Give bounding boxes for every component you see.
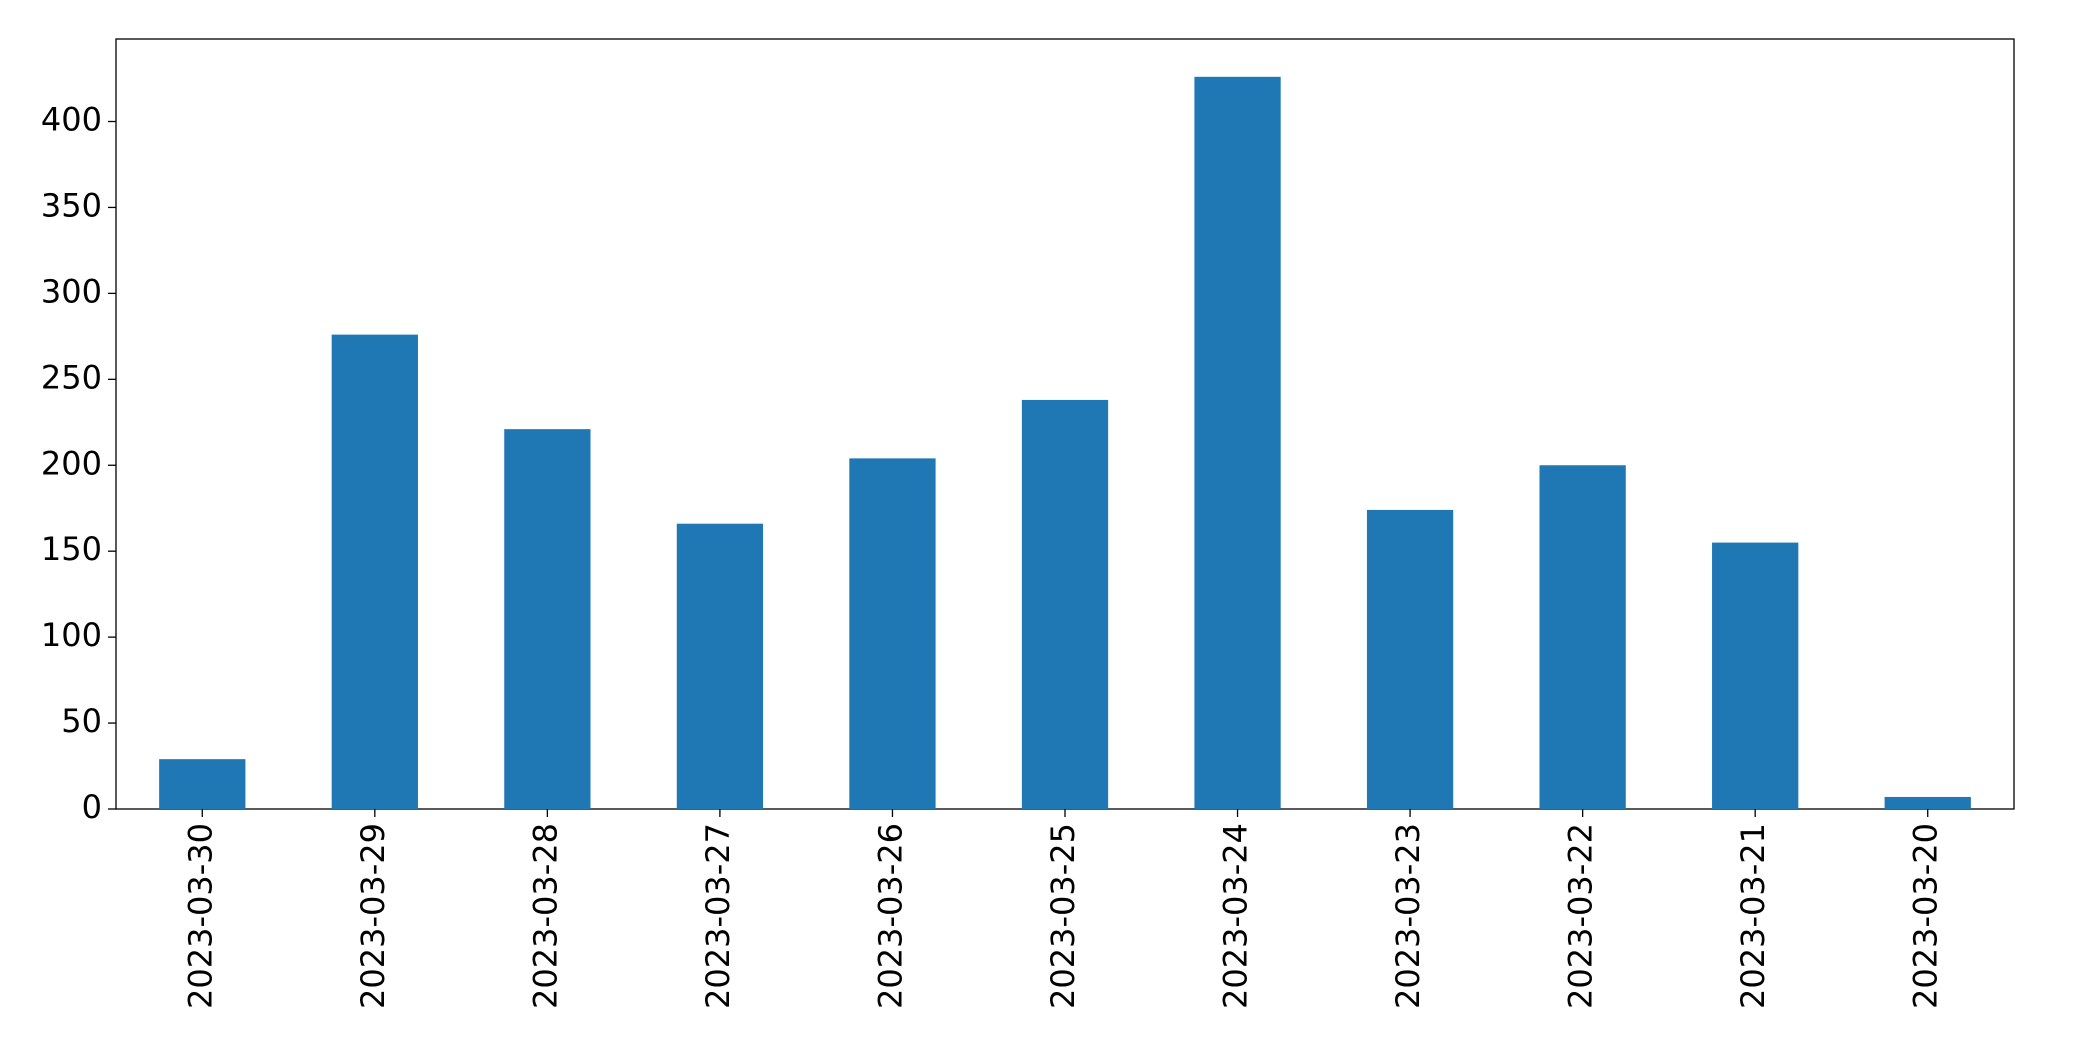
bar <box>1712 542 1799 809</box>
x-tick-label: 2023-03-27 <box>699 823 737 1009</box>
y-tick-label: 200 <box>41 444 102 482</box>
y-tick-label: 0 <box>82 788 102 826</box>
x-tick-label: 2023-03-20 <box>1907 823 1945 1009</box>
bar <box>331 334 418 809</box>
y-tick-label: 100 <box>41 616 102 654</box>
x-tick-label: 2023-03-30 <box>181 823 219 1009</box>
bar <box>1021 399 1109 809</box>
bar <box>159 759 246 809</box>
x-tick-label: 2023-03-28 <box>526 823 564 1009</box>
y-tick-label: 350 <box>41 186 102 224</box>
bar <box>676 523 764 809</box>
bar <box>1366 509 1454 809</box>
x-tick-label: 2023-03-24 <box>1217 823 1255 1009</box>
x-tick-label: 2023-03-21 <box>1734 823 1772 1009</box>
y-tick-label: 250 <box>41 358 102 396</box>
bar <box>1884 796 1971 809</box>
x-tick-label: 2023-03-25 <box>1044 823 1082 1009</box>
y-tick-label: 300 <box>41 272 102 310</box>
x-tick-label: 2023-03-23 <box>1389 823 1427 1009</box>
bar <box>504 429 591 809</box>
x-tick-label: 2023-03-26 <box>871 823 909 1009</box>
x-tick-label: 2023-03-22 <box>1562 823 1600 1009</box>
y-tick-label: 150 <box>41 530 102 568</box>
bar <box>1194 76 1281 809</box>
x-tick-label: 2023-03-29 <box>354 823 392 1009</box>
y-tick-label: 50 <box>61 702 102 740</box>
bar <box>849 458 936 809</box>
bar <box>1539 465 1626 809</box>
y-tick-label: 400 <box>41 101 102 139</box>
